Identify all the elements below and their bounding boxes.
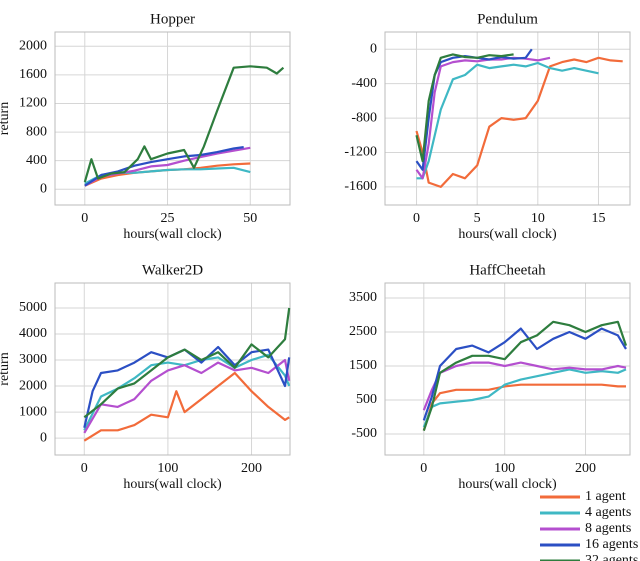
plot-frame xyxy=(384,31,631,206)
series-line xyxy=(422,327,627,421)
chart-title: Walker2D xyxy=(142,262,203,278)
y-tick-label: -1200 xyxy=(344,145,377,160)
x-axis-label: hours(wall clock) xyxy=(123,477,222,492)
y-tick-label: 0 xyxy=(40,430,47,445)
series-line xyxy=(83,371,290,442)
legend-label: 4 agents xyxy=(585,505,631,520)
y-tick-label: 800 xyxy=(26,124,47,139)
y-tick-label: 1600 xyxy=(19,67,47,82)
series-line xyxy=(415,56,623,188)
legend-label: 1 agent xyxy=(585,489,626,504)
y-tick-label: 0 xyxy=(370,41,377,56)
series-line xyxy=(422,368,627,428)
y-tick-label: 2000 xyxy=(19,378,47,393)
legend-label: 8 agents xyxy=(585,521,631,536)
plot-frame xyxy=(54,282,291,456)
y-tick-label: 500 xyxy=(356,392,377,407)
y-axis-label: return xyxy=(0,352,12,385)
x-tick-label: 200 xyxy=(241,461,262,476)
y-tick-label: 1000 xyxy=(19,404,47,419)
legend-label: 32 agents xyxy=(585,553,638,561)
chart-title: Hopper xyxy=(150,11,195,27)
x-axis-label: hours(wall clock) xyxy=(458,477,557,492)
series-line xyxy=(422,320,628,431)
x-tick-label: 100 xyxy=(494,461,515,476)
y-tick-label: 2000 xyxy=(19,39,47,54)
y-tick-label: 1500 xyxy=(349,358,377,373)
x-tick-label: 50 xyxy=(243,211,257,226)
legend-label: 16 agents xyxy=(585,537,638,552)
x-tick-label: 25 xyxy=(161,211,175,226)
x-axis-label: hours(wall clock) xyxy=(123,227,222,242)
x-tick-label: 0 xyxy=(81,211,88,226)
x-tick-label: 0 xyxy=(420,461,427,476)
y-tick-label: 0 xyxy=(40,181,47,196)
y-tick-label: -800 xyxy=(351,110,377,125)
y-tick-label: 3000 xyxy=(19,352,47,367)
y-tick-label: 3500 xyxy=(349,290,377,305)
series-line xyxy=(415,53,514,163)
y-tick-label: -1600 xyxy=(344,179,377,194)
series-line xyxy=(83,65,285,183)
x-tick-label: 10 xyxy=(531,211,545,226)
plot-frame xyxy=(384,282,631,456)
plot-frame xyxy=(54,31,291,206)
y-tick-label: 5000 xyxy=(19,300,47,315)
series-line xyxy=(422,383,626,431)
y-tick-label: -500 xyxy=(351,426,377,441)
y-tick-label: 4000 xyxy=(19,326,47,341)
x-tick-label: 100 xyxy=(157,461,178,476)
series-line xyxy=(422,361,627,411)
y-axis-label: return xyxy=(0,102,12,135)
x-tick-label: 0 xyxy=(413,211,420,226)
chart-title: HaffCheetah xyxy=(469,262,546,278)
x-tick-label: 200 xyxy=(575,461,596,476)
x-axis-label: hours(wall clock) xyxy=(458,227,557,242)
x-tick-label: 15 xyxy=(591,211,605,226)
y-tick-label: 1200 xyxy=(19,96,47,111)
x-tick-label: 5 xyxy=(474,211,481,226)
series-line xyxy=(416,61,599,180)
chart-title: Pendulum xyxy=(477,11,538,27)
x-tick-label: 0 xyxy=(81,461,88,476)
series-line xyxy=(83,358,291,434)
series-line xyxy=(83,307,291,419)
y-tick-label: 2500 xyxy=(349,324,377,339)
y-tick-label: -400 xyxy=(351,76,377,91)
y-tick-label: 400 xyxy=(26,153,47,168)
series-line xyxy=(83,345,291,428)
